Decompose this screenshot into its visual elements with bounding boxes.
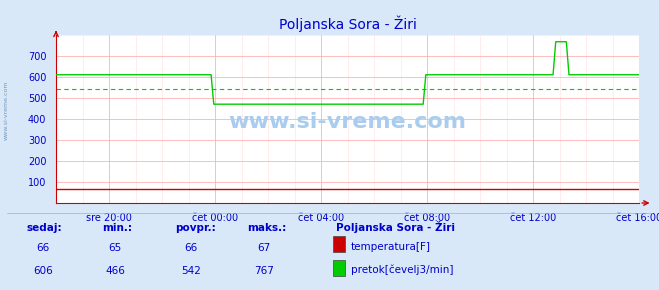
Text: www.si-vreme.com: www.si-vreme.com — [3, 80, 9, 140]
Text: 767: 767 — [254, 266, 273, 276]
Text: 67: 67 — [257, 243, 270, 253]
Text: 65: 65 — [109, 243, 122, 253]
Text: povpr.:: povpr.: — [175, 222, 215, 233]
Text: 606: 606 — [33, 266, 53, 276]
Text: min.:: min.: — [102, 222, 132, 233]
Text: www.si-vreme.com: www.si-vreme.com — [229, 112, 467, 132]
Text: maks.:: maks.: — [247, 222, 287, 233]
Text: 66: 66 — [36, 243, 49, 253]
Text: pretok[čevelj3/min]: pretok[čevelj3/min] — [351, 264, 453, 275]
Text: 466: 466 — [105, 266, 125, 276]
Text: 542: 542 — [181, 266, 201, 276]
Title: Poljanska Sora - Žiri: Poljanska Sora - Žiri — [279, 16, 416, 32]
Text: sedaj:: sedaj: — [26, 222, 62, 233]
Text: temperatura[F]: temperatura[F] — [351, 242, 430, 251]
Text: Poljanska Sora - Žiri: Poljanska Sora - Žiri — [336, 221, 455, 233]
Text: 66: 66 — [185, 243, 198, 253]
